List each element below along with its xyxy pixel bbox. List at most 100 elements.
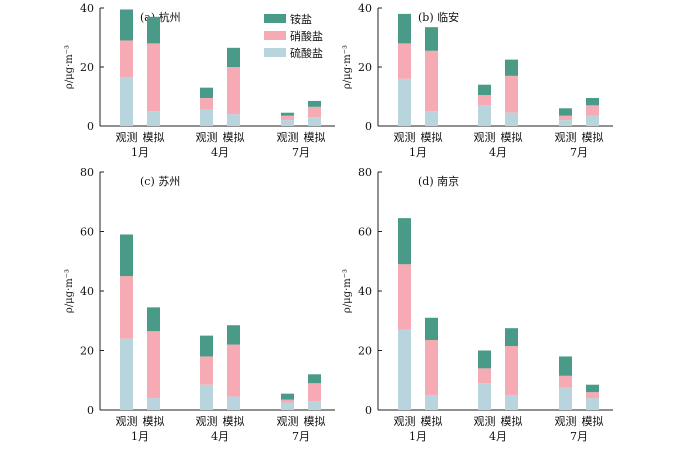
bar-segment-sulfate: [308, 401, 321, 410]
x-tick-label: 观测: [394, 415, 416, 428]
x-tick-label: 观测: [555, 131, 577, 144]
bar-segment-sulfate: [505, 395, 518, 410]
y-tick-label: 0: [87, 404, 94, 417]
bar-segment-sulfate: [425, 395, 438, 410]
y-tick-label: 0: [87, 120, 94, 133]
bar-segment-nitrate: [281, 399, 294, 403]
x-tick-label: 观测: [196, 131, 218, 144]
bar-segment-ammonium: [478, 350, 491, 369]
group-label: 1月: [409, 146, 427, 159]
x-tick-label: 观测: [116, 131, 138, 144]
y-tick-label: 20: [80, 61, 94, 74]
bar-segment-sulfate: [227, 114, 240, 126]
legend-label: 硝酸盐: [290, 29, 323, 43]
chart-title: (b) 临安: [418, 10, 459, 24]
bar-segment-ammonium: [120, 9, 133, 41]
y-axis-label: ρ/μg·m⁻³: [342, 269, 353, 313]
y-tick-label: 60: [358, 226, 372, 239]
group-label: 1月: [131, 146, 149, 159]
bar-segment-sulfate: [120, 338, 133, 410]
bar-segment-ammonium: [147, 307, 160, 332]
bar-segment-nitrate: [227, 67, 240, 115]
bar-segment-sulfate: [398, 78, 411, 126]
y-tick-label: 80: [80, 166, 94, 179]
bar-segment-ammonium: [425, 317, 438, 341]
bar-segment-ammonium: [200, 87, 213, 98]
x-tick-label: 观测: [555, 415, 577, 428]
bar-segment-nitrate: [308, 106, 321, 118]
bar-segment-sulfate: [281, 402, 294, 410]
x-tick-label: 观测: [474, 131, 496, 144]
bar-segment-nitrate: [281, 115, 294, 121]
bar-segment-nitrate: [559, 115, 572, 121]
bar-segment-ammonium: [200, 335, 213, 357]
x-tick-label: 模拟: [582, 130, 604, 144]
x-tick-label: 观测: [277, 131, 299, 144]
bar-segment-nitrate: [505, 75, 518, 113]
x-tick-label: 观测: [474, 415, 496, 428]
bar-segment-ammonium: [398, 13, 411, 44]
y-tick-label: 60: [80, 226, 94, 239]
bar-segment-ammonium: [505, 328, 518, 347]
legend-swatch-ammonium: [264, 14, 286, 23]
y-axis-label: ρ/μg·m⁻³: [342, 45, 353, 89]
x-tick-label: 模拟: [143, 130, 165, 144]
bar-segment-ammonium: [425, 27, 438, 51]
bar-segment-ammonium: [227, 325, 240, 345]
bar-segment-ammonium: [586, 97, 599, 106]
bar-segment-ammonium: [559, 356, 572, 376]
y-tick-label: 20: [358, 61, 372, 74]
bar-segment-sulfate: [478, 105, 491, 126]
group-label: 7月: [570, 146, 588, 159]
bar-segment-ammonium: [147, 16, 160, 44]
bar-segment-sulfate: [586, 115, 599, 126]
group-label: 4月: [489, 146, 507, 159]
bar-segment-nitrate: [147, 43, 160, 112]
bar-segment-nitrate: [200, 356, 213, 385]
x-tick-label: 模拟: [223, 414, 245, 428]
group-label: 4月: [211, 146, 229, 159]
y-axis-label: ρ/μg·m⁻³: [64, 45, 75, 89]
group-label: 1月: [409, 430, 427, 443]
bar-segment-sulfate: [200, 109, 213, 126]
x-tick-label: 模拟: [143, 414, 165, 428]
x-tick-label: 模拟: [223, 130, 245, 144]
bar-segment-nitrate: [425, 340, 438, 396]
bar-segment-sulfate: [308, 117, 321, 126]
bar-segment-nitrate: [586, 392, 599, 399]
bar-segment-sulfate: [586, 398, 599, 410]
chart-title: (d) 南京: [418, 174, 459, 188]
bar-segment-ammonium: [281, 112, 294, 116]
y-tick-label: 40: [358, 285, 372, 298]
bar-segment-nitrate: [398, 264, 411, 330]
group-label: 1月: [131, 430, 149, 443]
group-label: 7月: [292, 430, 310, 443]
legend-swatch-nitrate: [264, 31, 286, 40]
bar-segment-nitrate: [505, 346, 518, 396]
x-tick-label: 模拟: [304, 130, 326, 144]
bar-segment-sulfate: [227, 396, 240, 410]
y-tick-label: 20: [80, 345, 94, 358]
bar-segment-ammonium: [227, 47, 240, 67]
bar-segment-ammonium: [308, 100, 321, 107]
y-tick-label: 40: [358, 2, 372, 15]
bar-segment-sulfate: [200, 384, 213, 410]
bar-segment-ammonium: [478, 84, 491, 96]
y-tick-label: 80: [358, 166, 372, 179]
y-tick-label: 0: [365, 120, 372, 133]
bar-segment-sulfate: [147, 398, 160, 410]
group-label: 4月: [489, 430, 507, 443]
bar-segment-ammonium: [559, 108, 572, 116]
bar-segment-nitrate: [398, 43, 411, 79]
bar-segment-ammonium: [120, 234, 133, 277]
x-tick-label: 观测: [196, 415, 218, 428]
bar-segment-sulfate: [398, 329, 411, 410]
bar-segment-nitrate: [478, 95, 491, 106]
bar-segment-sulfate: [559, 387, 572, 410]
x-tick-label: 模拟: [582, 414, 604, 428]
bar-segment-ammonium: [281, 393, 294, 400]
group-label: 7月: [570, 430, 588, 443]
x-tick-label: 模拟: [304, 414, 326, 428]
